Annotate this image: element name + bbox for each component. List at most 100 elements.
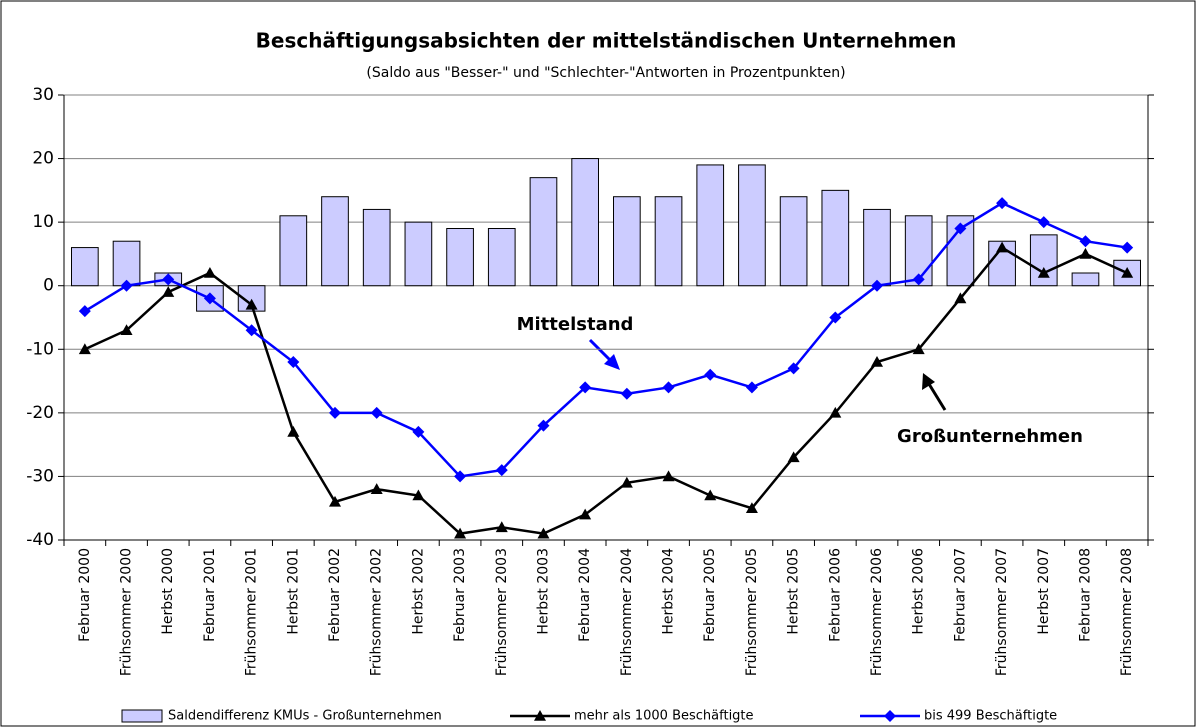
marker [245,324,258,337]
marker [579,508,592,520]
marker [162,286,175,297]
marker [495,464,508,477]
x-tick-label: Februar 2001 [202,548,218,642]
annotation-arrowhead [922,373,935,390]
x-tick-label: Frühsommer 2008 [1119,548,1135,676]
bar [71,247,99,287]
line [84,201,1128,478]
x-tick-label: Frühsommer 2004 [619,548,635,676]
marker [871,279,883,292]
marker [1079,247,1092,259]
bar [821,189,850,287]
marker [620,476,633,488]
bar [613,196,641,287]
x-tick-label: Februar 2000 [77,548,93,642]
line [84,245,1128,535]
marker [78,343,91,355]
marker [495,521,508,533]
x-tick-label: Herbst 2002 [410,548,426,635]
x-tick-label: Frühsommer 2001 [244,548,260,676]
x-tick-label: Februar 2008 [1077,548,1093,642]
annotation: Mittelstand [517,314,634,335]
x-tick-label: Frühsommer 2005 [744,548,760,676]
marker [287,425,300,437]
annotation-arrow [588,338,614,364]
marker [203,292,216,305]
y-tick-label: -30 [26,466,54,486]
x-tick-label: Herbst 2005 [786,548,802,635]
marker [162,273,175,286]
marker [871,356,883,367]
marker [662,381,675,394]
marker [579,381,592,394]
marker [454,527,467,539]
marker [78,305,91,318]
x-tick-label: Februar 2007 [952,548,968,642]
bar [446,228,474,287]
y-tick-label: 20 [32,149,54,169]
bar [1029,234,1058,287]
annotation-arrow [927,383,947,411]
marker [329,495,341,507]
marker [745,502,758,514]
x-tick-label: Herbst 2000 [160,548,176,635]
bar [654,196,683,287]
marker [954,222,967,235]
x-tick-label: Februar 2003 [452,548,468,642]
marker [787,362,800,375]
x-tick-label: Herbst 2007 [1036,548,1052,635]
marker [996,197,1009,210]
bar [321,196,349,287]
marker [370,483,383,494]
marker [829,311,842,324]
x-tick-label: Herbst 2004 [661,548,677,635]
bar [571,158,599,287]
x-tick-label: Frühsommer 2000 [119,548,135,676]
marker [454,470,467,483]
bar [404,221,433,287]
y-tick-label: 30 [32,85,54,105]
legend-marker [534,710,546,721]
marker [120,324,133,336]
legend-label: mehr als 1000 Beschäftigte [574,709,754,724]
marker [620,387,633,400]
x-tick-label: Frühsommer 2006 [869,548,885,676]
bar [779,196,808,287]
y-tick-label: -20 [26,403,54,423]
annotation-arrowhead [604,354,620,370]
marker [287,356,300,368]
bar [738,164,766,287]
chart-subtitle: (Saldo aus "Besser-" und "Schlechter-"An… [366,65,845,81]
bar [529,177,558,287]
legend-label: Saldendifferenz KMUs - Großunternehmen [168,709,442,724]
marker [745,381,758,394]
marker [537,527,550,539]
x-tick-label: Februar 2004 [577,548,593,642]
bar [112,240,141,287]
marker [1121,267,1134,278]
marker [662,470,675,482]
bar [279,215,308,287]
x-tick-label: Februar 2006 [827,548,843,642]
marker [412,489,425,501]
marker [245,298,258,310]
x-tick-label: Frühsommer 2002 [369,548,385,676]
marker [203,267,216,278]
marker [1079,235,1092,248]
marker [412,425,425,438]
bar [1071,272,1100,287]
marker [912,343,925,355]
y-tick-label: 0 [43,276,54,296]
bar [863,208,891,287]
legend-label: bis 499 Beschäftigte [924,709,1057,724]
marker [120,279,133,292]
marker [829,406,842,418]
marker [704,368,717,381]
marker [954,292,967,304]
marker [1121,241,1134,254]
x-tick-label: Herbst 2001 [285,548,301,635]
chart-title: Beschäftigungsabsichten der mittelständi… [256,29,957,53]
y-tick-label: 10 [32,212,54,232]
annotation: Großunternehmen [897,426,1083,447]
